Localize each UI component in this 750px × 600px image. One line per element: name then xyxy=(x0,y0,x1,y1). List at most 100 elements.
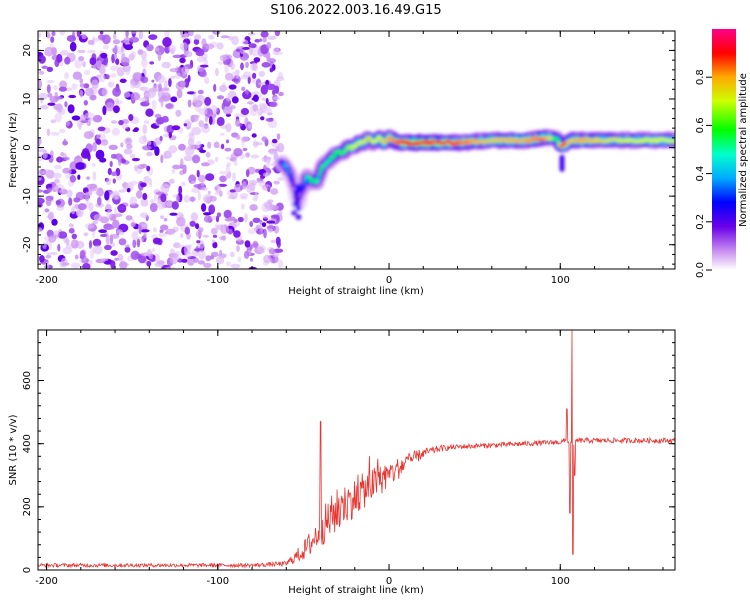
noise-speckle xyxy=(79,78,84,84)
noise-speckle xyxy=(267,199,274,204)
noise-speckle xyxy=(183,195,190,203)
noise-speckle xyxy=(130,51,136,58)
noise-speckle xyxy=(98,141,109,146)
noise-speckle xyxy=(235,70,240,79)
noise-speckle xyxy=(131,231,139,240)
noise-speckle xyxy=(100,52,108,59)
noise-speckle xyxy=(89,57,97,66)
snr-x-ticks: -200 -100 0 100 xyxy=(35,330,664,587)
noise-speckle xyxy=(53,178,61,184)
noise-speckle xyxy=(182,164,187,174)
noise-speckle xyxy=(68,94,77,99)
noise-speckle xyxy=(183,155,193,162)
noise-speckle xyxy=(75,210,82,217)
noise-speckle xyxy=(184,32,188,40)
noise-speckle xyxy=(104,190,110,201)
noise-speckle xyxy=(66,189,73,199)
noise-speckle xyxy=(151,79,155,83)
spectrogram-frame xyxy=(37,30,676,270)
noise-speckle xyxy=(160,154,164,164)
noise-speckle xyxy=(276,133,281,140)
noise-speckle xyxy=(123,91,131,98)
noise-speckle xyxy=(183,244,191,255)
noise-speckle xyxy=(265,98,269,104)
noise-speckle xyxy=(240,136,249,143)
noise-speckle xyxy=(267,186,271,193)
noise-speckle xyxy=(61,262,70,266)
noise-speckle xyxy=(168,78,172,87)
noise-speckle xyxy=(165,103,174,109)
noise-speckle xyxy=(195,48,205,57)
noise-speckle xyxy=(128,114,134,121)
noise-speckle xyxy=(272,89,276,96)
noise-speckle xyxy=(142,145,152,151)
noise-speckle xyxy=(250,154,260,159)
ridge-mark xyxy=(290,177,294,182)
noise-speckle xyxy=(53,85,58,91)
noise-speckle xyxy=(219,85,228,92)
noise-speckle xyxy=(63,138,67,146)
noise-speckle xyxy=(78,203,87,211)
snr-x-label: Height of straight line (km) xyxy=(288,585,424,596)
noise-speckle xyxy=(230,263,241,269)
noise-speckle xyxy=(196,240,201,244)
noise-speckle xyxy=(269,101,278,108)
noise-speckle xyxy=(197,227,204,233)
noise-speckle xyxy=(263,254,272,264)
noise-speckle xyxy=(44,208,50,213)
noise-speckle xyxy=(110,65,120,71)
noise-speckle xyxy=(130,92,141,101)
noise-speckle xyxy=(225,123,232,133)
noise-speckle xyxy=(38,176,42,181)
noise-speckle xyxy=(223,209,232,219)
noise-speckle xyxy=(146,260,152,267)
noise-speckle xyxy=(252,72,257,79)
noise-speckle xyxy=(181,66,189,75)
noise-speckle xyxy=(98,229,107,234)
noise-speckle xyxy=(233,230,241,238)
noise-speckle xyxy=(142,124,148,134)
noise-speckle xyxy=(41,65,48,70)
noise-speckle xyxy=(119,78,127,84)
noise-speckle xyxy=(59,31,65,36)
noise-speckle xyxy=(55,200,62,205)
noise-speckle xyxy=(216,42,224,50)
noise-speckle xyxy=(119,262,129,267)
noise-speckle xyxy=(233,218,238,223)
noise-speckle xyxy=(178,185,183,195)
noise-speckle xyxy=(233,159,238,167)
noise-speckle xyxy=(252,91,260,96)
noise-speckle xyxy=(124,137,133,146)
noise-speckle xyxy=(236,245,240,252)
noise-speckle xyxy=(208,116,213,125)
noise-speckle xyxy=(76,31,81,38)
noise-speckle xyxy=(118,189,126,193)
noise-speckle xyxy=(92,221,99,224)
noise-speckle xyxy=(249,183,254,188)
noise-speckle xyxy=(253,57,261,63)
noise-speckle xyxy=(58,86,67,92)
noise-speckle xyxy=(266,41,272,50)
ridge-mark xyxy=(316,177,320,181)
noise-speckle xyxy=(125,215,133,221)
noise-speckle xyxy=(45,254,52,259)
noise-speckle xyxy=(83,232,89,237)
noise-speckle xyxy=(50,119,56,124)
colorbar-tick-label: 0.8 xyxy=(695,69,706,85)
noise-speckle xyxy=(104,244,112,251)
noise-speckle xyxy=(140,76,149,84)
noise-speckle xyxy=(194,34,202,41)
noise-speckle xyxy=(136,190,143,199)
noise-speckle xyxy=(123,37,132,45)
noise-speckle xyxy=(248,266,257,269)
noise-speckle xyxy=(38,227,43,233)
noise-speckle xyxy=(172,54,183,59)
noise-speckle xyxy=(46,187,52,193)
noise-speckle xyxy=(54,112,62,123)
noise-speckle xyxy=(79,250,86,260)
noise-speckle xyxy=(277,142,285,153)
noise-speckle xyxy=(157,51,162,62)
noise-speckle xyxy=(204,76,210,85)
noise-speckle xyxy=(174,72,181,79)
noise-speckle xyxy=(125,31,129,38)
